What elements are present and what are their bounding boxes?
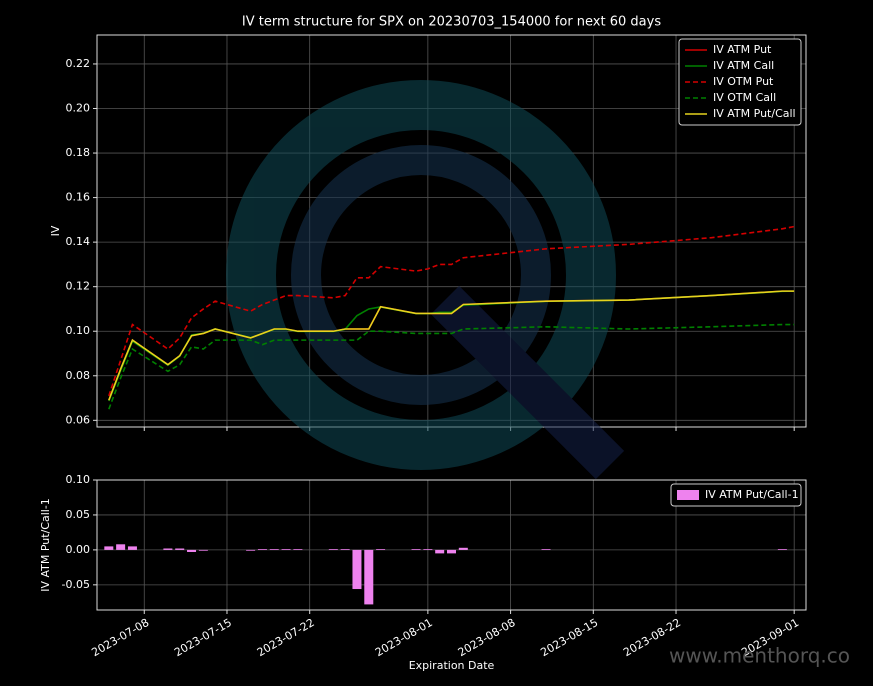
bar <box>281 549 291 550</box>
overlay: IV term structure for SPX on 20230703_15… <box>39 15 850 673</box>
bar <box>541 549 551 550</box>
legend-label: IV ATM Put/Call <box>713 107 796 120</box>
series-line <box>108 323 795 410</box>
legend-box <box>670 483 802 507</box>
bar <box>198 549 208 551</box>
legend-label: IV ATM Call <box>713 59 774 72</box>
watermark: www.menthorq.co <box>669 644 850 668</box>
bar <box>163 548 173 550</box>
bar <box>246 549 256 551</box>
bar <box>411 549 421 550</box>
bar <box>458 547 468 550</box>
bar <box>269 549 279 550</box>
bar <box>127 546 137 550</box>
legend-label: IV OTM Put <box>713 75 774 88</box>
y-tick-label: 0.08 <box>66 369 91 382</box>
bar <box>352 549 362 590</box>
y-axis-label: IV <box>49 225 62 236</box>
logo-ring <box>226 80 616 470</box>
y-tick-label: 0.00 <box>66 543 91 556</box>
y-tick-label: 0.12 <box>66 280 91 293</box>
logo-tail <box>430 285 625 480</box>
bar <box>293 549 303 550</box>
bar <box>340 549 350 550</box>
bar <box>187 549 197 552</box>
legend-swatch <box>677 490 699 500</box>
bar <box>435 549 445 554</box>
y-tick-label: 0.14 <box>66 235 91 248</box>
y-tick-label: 0.06 <box>66 413 91 426</box>
bar <box>447 549 456 554</box>
y-axis-label: IV ATM Put/Call-1 <box>39 498 52 592</box>
y-tick-label: 0.18 <box>66 146 91 159</box>
y-tick-label: 0.10 <box>66 324 91 337</box>
bar <box>116 544 126 550</box>
y-tick-label: 0.16 <box>66 191 91 204</box>
bar <box>364 549 374 605</box>
chart-title: IV term structure for SPX on 20230703_15… <box>242 15 661 30</box>
logo-ring <box>291 145 551 405</box>
bar <box>777 549 787 550</box>
bar <box>257 549 267 550</box>
logo-watermark <box>226 80 625 480</box>
bar <box>175 548 185 550</box>
bar <box>423 549 433 550</box>
bar <box>328 549 338 550</box>
legend-label: IV ATM Put <box>713 43 772 56</box>
legend-label: IV OTM Call <box>713 91 776 104</box>
y-tick-label: 0.20 <box>66 102 91 115</box>
axes-frame <box>96 479 807 611</box>
y-tick-label: -0.05 <box>62 578 90 591</box>
bar <box>376 549 386 550</box>
x-axis-label: Expiration Date <box>409 659 495 672</box>
legend-box <box>678 38 802 126</box>
y-tick-label: 0.22 <box>66 57 91 70</box>
series-line <box>108 225 795 397</box>
y-tick-label: 0.10 <box>66 473 91 486</box>
bar <box>104 546 114 550</box>
legend-label: IV ATM Put/Call-1 <box>705 488 799 501</box>
series-line <box>108 290 795 401</box>
y-tick-label: 0.05 <box>66 508 91 521</box>
